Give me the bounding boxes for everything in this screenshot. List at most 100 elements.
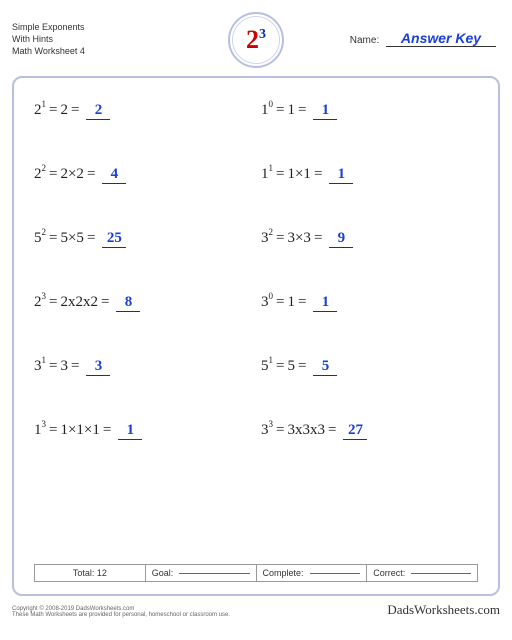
base: 1 [261,102,269,119]
base: 3 [261,294,269,311]
answer: 8 [116,294,140,312]
base: 5 [34,230,42,247]
name-block: Name: Answer Key [350,30,496,47]
equals: = [103,422,111,439]
equals: = [49,166,57,183]
worksheet-frame: 21=2=210=1=122=2×2=411=1×1=152=5×5=2532=… [12,76,500,596]
equals: = [298,102,306,119]
answer: 5 [313,358,337,376]
answer: 1 [118,422,142,440]
title-line-1: Simple Exponents [12,22,152,34]
logo-text: 23 [246,25,266,55]
disclaimer: These Math Worksheets are provided for p… [12,612,230,618]
expansion: 3×3 [287,230,310,247]
expansion: 5 [287,358,295,375]
exponent: 1 [269,163,274,173]
logo: 23 [228,12,284,68]
problems-grid: 21=2=210=1=122=2×2=411=1×1=152=5×5=2532=… [34,102,478,440]
stats-bar: Total: 12 Goal: Complete: Correct: [34,564,478,582]
base: 3 [261,230,269,247]
problem-7: 23=2x2x2=8 [34,294,251,312]
expansion: 3x3x3 [287,422,325,439]
footer: Copyright © 2008-2019 DadsWorksheets.com… [12,602,500,618]
problem-1: 21=2=2 [34,102,251,120]
exponent: 1 [42,355,47,365]
problem-12: 33=3x3x3=27 [261,422,478,440]
expansion: 2 [60,102,68,119]
problem-11: 13=1×1×1=1 [34,422,251,440]
exponent: 3 [269,419,274,429]
equals: = [276,358,284,375]
equals: = [298,358,306,375]
equals: = [328,422,336,439]
title-block: Simple Exponents With Hints Math Workshe… [12,22,152,57]
answer: 1 [313,294,337,312]
expansion: 2x2x2 [60,294,98,311]
problem-2: 10=1=1 [261,102,478,120]
expansion: 1×1 [287,166,310,183]
footer-left: Copyright © 2008-2019 DadsWorksheets.com… [12,606,230,618]
exponent: 0 [269,291,274,301]
stat-total: Total: 12 [35,565,146,581]
exponent: 0 [269,99,274,109]
answer: 2 [86,102,110,120]
equals: = [298,294,306,311]
base: 3 [34,358,42,375]
site-name: DadsWorksheets.com [387,602,500,618]
base: 2 [34,102,42,119]
equals: = [49,102,57,119]
answer: 25 [102,230,126,248]
logo-exponent: 3 [259,27,266,42]
answer: 9 [329,230,353,248]
name-value: Answer Key [386,30,496,47]
equals: = [49,230,57,247]
equals: = [71,102,79,119]
equals: = [276,102,284,119]
answer: 1 [329,166,353,184]
answer: 1 [313,102,337,120]
equals: = [101,294,109,311]
base: 2 [34,294,42,311]
title-line-3: Math Worksheet 4 [12,46,152,58]
equals: = [314,166,322,183]
expansion: 2×2 [60,166,83,183]
answer: 27 [343,422,367,440]
expansion: 1 [287,294,295,311]
exponent: 3 [42,419,47,429]
problem-8: 30=1=1 [261,294,478,312]
equals: = [87,166,95,183]
equals: = [87,230,95,247]
base: 2 [34,166,42,183]
problem-5: 52=5×5=25 [34,230,251,248]
equals: = [276,166,284,183]
problem-4: 11=1×1=1 [261,166,478,184]
equals: = [49,422,57,439]
exponent: 2 [269,227,274,237]
problem-6: 32=3×3=9 [261,230,478,248]
problem-3: 22=2×2=4 [34,166,251,184]
title-line-2: With Hints [12,34,152,46]
exponent: 2 [42,163,47,173]
equals: = [71,358,79,375]
base: 1 [34,422,42,439]
base: 3 [261,422,269,439]
stat-complete: Complete: [257,565,368,581]
equals: = [276,422,284,439]
equals: = [49,294,57,311]
base: 1 [261,166,269,183]
exponent: 2 [42,227,47,237]
stat-correct: Correct: [367,565,477,581]
header: Simple Exponents With Hints Math Workshe… [12,10,500,70]
problem-9: 31=3=3 [34,358,251,376]
expansion: 5×5 [60,230,83,247]
problem-10: 51=5=5 [261,358,478,376]
equals: = [276,230,284,247]
expansion: 3 [60,358,68,375]
exponent: 1 [269,355,274,365]
expansion: 1×1×1 [60,422,99,439]
equals: = [314,230,322,247]
expansion: 1 [287,102,295,119]
equals: = [49,358,57,375]
base: 5 [261,358,269,375]
worksheet-page: Simple Exponents With Hints Math Workshe… [0,0,512,640]
